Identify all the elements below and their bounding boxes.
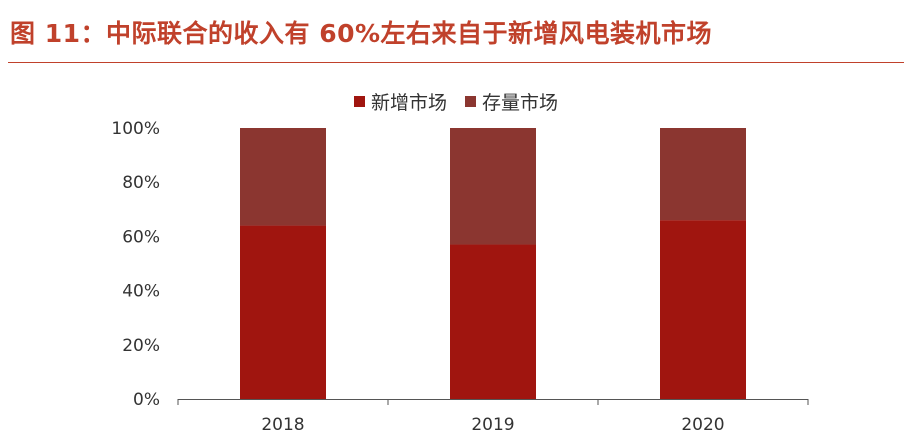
x-tick-label: 2020 xyxy=(681,415,724,430)
x-tick-label: 2018 xyxy=(261,415,304,430)
legend-label-existing-market: 存量市场 xyxy=(482,92,559,114)
y-tick-label: 0% xyxy=(133,390,160,410)
legend-item-existing-market: 存量市场 xyxy=(465,88,558,115)
title-divider xyxy=(8,62,904,63)
y-tick-label: 100% xyxy=(111,119,160,139)
bar-new-market-2018 xyxy=(240,225,326,399)
bar-existing-market-2019 xyxy=(450,128,536,245)
chart-title: 图 11：中际联合的收入有 60%左右来自于新增风电装机市场 xyxy=(10,19,713,48)
y-tick-label: 80% xyxy=(122,173,160,193)
y-tick-label: 60% xyxy=(122,227,160,247)
bar-new-market-2019 xyxy=(450,244,536,399)
bar-new-market-2020 xyxy=(660,220,746,399)
legend-swatch-new-market xyxy=(353,96,365,107)
bar-existing-market-2018 xyxy=(240,128,326,226)
chart-legend: 新增市场 存量市场 xyxy=(0,88,912,115)
legend-swatch-existing-market xyxy=(465,96,476,107)
legend-item-new-market: 新增市场 xyxy=(353,88,447,115)
x-tick-label: 2019 xyxy=(471,415,514,430)
y-tick-label: 20% xyxy=(122,336,160,356)
bar-existing-market-2020 xyxy=(660,128,746,221)
y-tick-label: 40% xyxy=(122,282,160,302)
legend-label-new-market: 新增市场 xyxy=(370,92,447,114)
